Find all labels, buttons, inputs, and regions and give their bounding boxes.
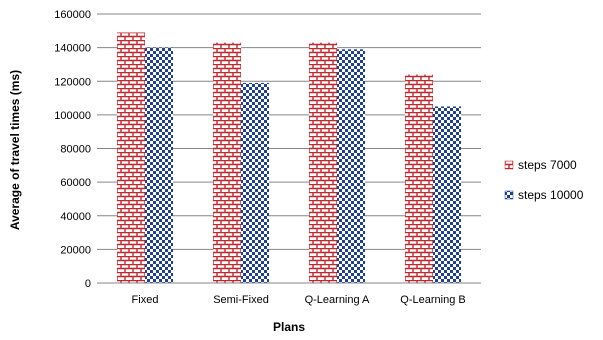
y-axis-title: Average of travel times (ms) [8, 70, 22, 230]
x-tick-labels: Fixed Semi-Fixed Q-Learning A Q-Learning B [132, 294, 466, 306]
y-tick-label: 60000 [60, 177, 91, 189]
legend-label: steps 10000 [518, 188, 584, 202]
y-tick-label: 0 [85, 278, 91, 290]
x-tick-label: Q-Learning B [400, 294, 465, 306]
y-tick-label: 20000 [60, 244, 91, 256]
bar [405, 74, 433, 284]
x-axis-title: Plans [273, 320, 305, 334]
x-tick-label: Q-Learning A [305, 294, 370, 306]
bar [309, 42, 337, 283]
bars [117, 32, 461, 284]
legend-swatch [504, 160, 514, 170]
x-tick-label: Fixed [132, 294, 159, 306]
y-tick-label: 140000 [54, 43, 91, 55]
y-tick-label: 160000 [54, 9, 91, 21]
bar [145, 47, 173, 283]
y-tick-label: 40000 [60, 211, 91, 223]
bar [241, 82, 269, 284]
legend-label: steps 7000 [518, 158, 577, 172]
bar [337, 49, 365, 284]
y-tick-label: 100000 [54, 110, 91, 122]
bar [213, 42, 241, 283]
legend-swatch [504, 190, 514, 200]
y-tick-labels: 0 20000 40000 60000 80000 100000 120000 140000 1… [54, 9, 91, 290]
x-tick-label: Semi-Fixed [213, 294, 269, 306]
y-tick-label: 120000 [54, 76, 91, 88]
legend: steps 7000 steps 10000 [504, 158, 584, 202]
y-tick-label: 80000 [60, 144, 91, 156]
bar [117, 32, 145, 284]
bar [433, 106, 461, 283]
